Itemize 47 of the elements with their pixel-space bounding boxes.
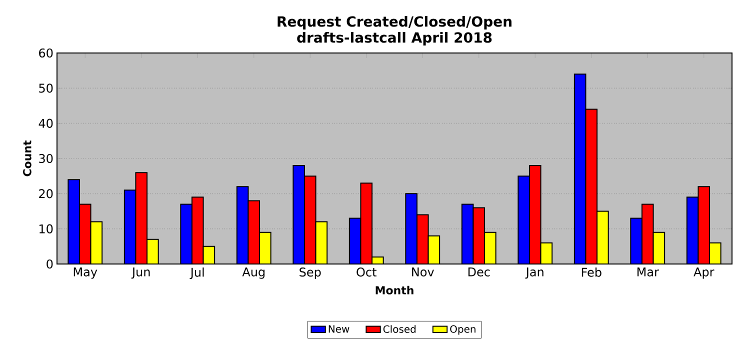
- x-tick-label: May: [74, 268, 98, 279]
- legend-label: Open: [450, 325, 476, 335]
- bar: [596, 210, 609, 264]
- bar: [78, 204, 92, 264]
- x-axis-title: Month: [376, 286, 414, 294]
- y-tick-label: 10: [40, 224, 53, 234]
- bar: [259, 232, 272, 264]
- y-axis-title: Count: [23, 140, 32, 176]
- x-tick-label: Aug: [242, 268, 265, 279]
- legend-label: Closed: [383, 325, 416, 333]
- chart-subtitle: drafts-lastcall April 2018: [297, 32, 492, 46]
- x-tick-label: Nov: [412, 268, 434, 276]
- x-tick-label: Feb: [582, 268, 602, 277]
- x-tick-label: Jul: [190, 268, 204, 280]
- y-tick-label: 20: [39, 189, 53, 198]
- bar: [292, 165, 305, 264]
- x-tick-label: Dec: [468, 268, 490, 276]
- bar: [472, 207, 486, 264]
- bar: [698, 186, 710, 264]
- bar: [136, 172, 148, 264]
- y-tick-label: 30: [39, 154, 53, 164]
- bar: [191, 196, 204, 264]
- chart-title: Request Created/Closed/Open: [278, 16, 512, 30]
- x-tick-label: Sep: [300, 268, 321, 279]
- y-tick-label: 60: [39, 48, 53, 58]
- bar: [405, 193, 418, 264]
- bar: [180, 204, 192, 264]
- x-tick-label: Jun: [131, 268, 150, 279]
- bar: [360, 182, 373, 264]
- bar: [484, 232, 496, 264]
- bar: [630, 218, 642, 264]
- bar: [304, 176, 316, 264]
- bar: [585, 108, 598, 264]
- y-tick-label: 0: [46, 259, 53, 269]
- y-tick-label: 50: [39, 84, 53, 93]
- x-tick-label: Apr: [694, 268, 714, 279]
- bar: [518, 176, 530, 264]
- bar: [641, 204, 654, 264]
- bar: [416, 214, 429, 264]
- x-tick-label: Oct: [356, 268, 376, 277]
- x-tick-label: Mar: [637, 268, 659, 276]
- bar: [68, 179, 80, 264]
- y-tick-label: 40: [38, 118, 53, 128]
- bar: [248, 200, 260, 264]
- legend-label: New: [328, 325, 350, 333]
- bar: [528, 165, 542, 264]
- x-tick-label: Jan: [525, 268, 544, 279]
